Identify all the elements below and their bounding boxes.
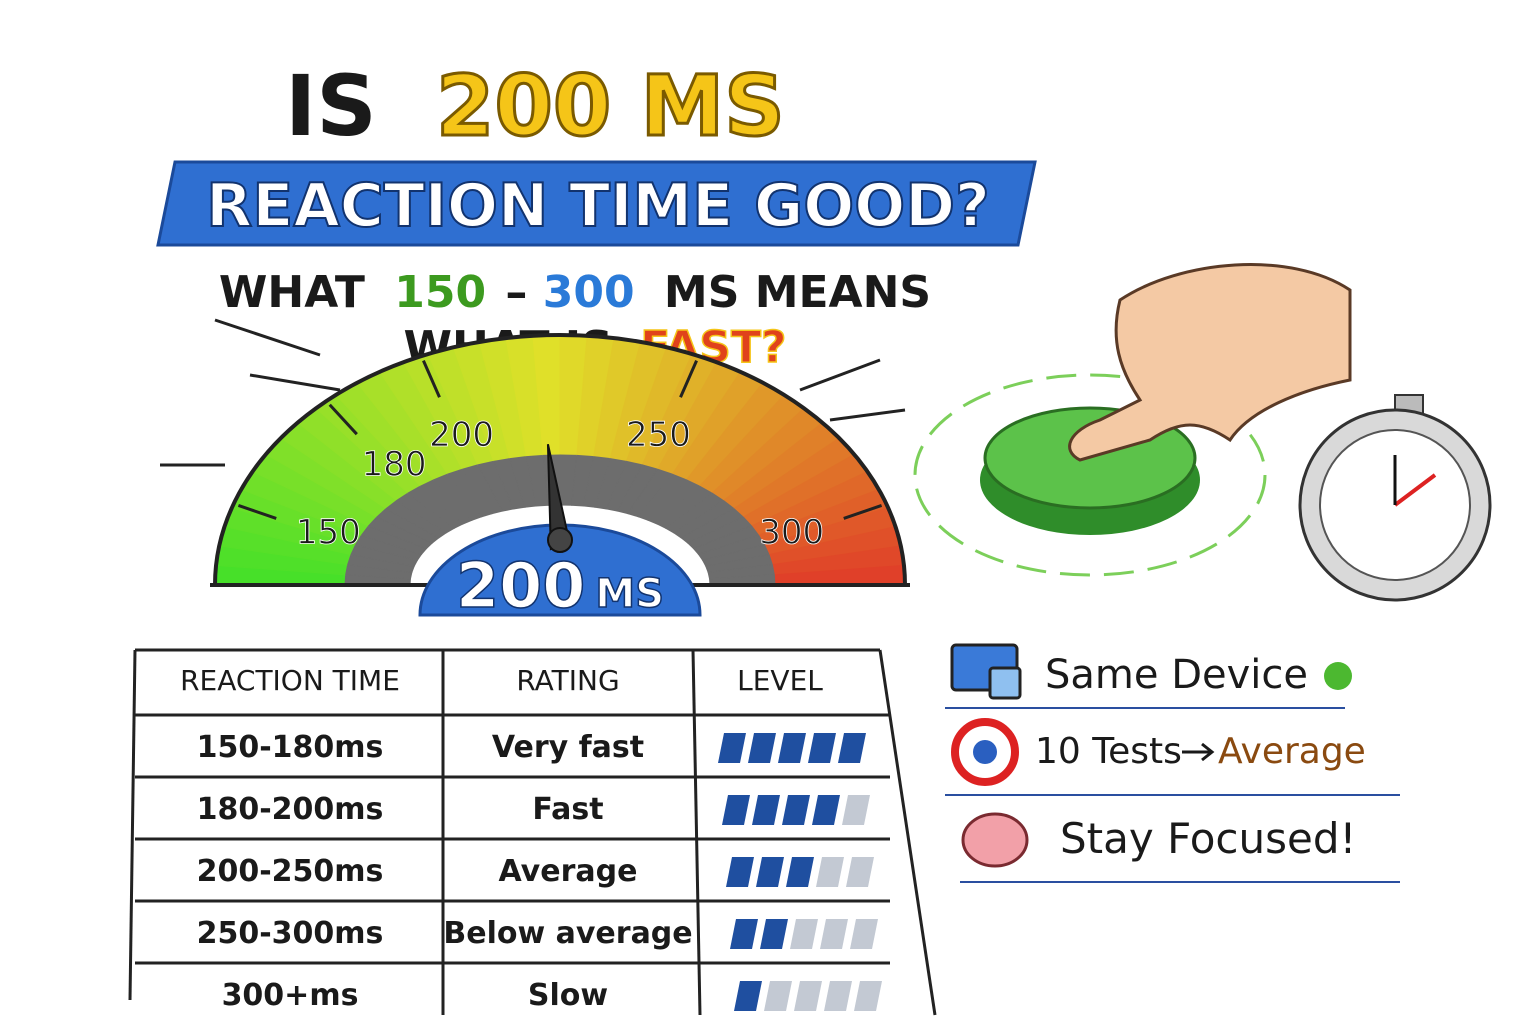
level-segment xyxy=(854,981,882,1011)
speed-line xyxy=(214,318,321,357)
range-cell: 180-200ms xyxy=(197,792,384,827)
speed-lines xyxy=(160,318,906,467)
tip-result: Average xyxy=(1218,731,1366,772)
level-segment xyxy=(752,795,780,825)
level-segment xyxy=(756,857,784,887)
range-cell: 200-250ms xyxy=(197,854,384,889)
level-bar xyxy=(730,919,878,949)
subtitle-dash: – xyxy=(505,267,527,318)
tip-text: Stay Focused! xyxy=(1060,814,1356,863)
title-value: 200 MS xyxy=(436,57,785,155)
gauge-tick xyxy=(422,360,441,398)
level-segment xyxy=(778,733,806,763)
level-segment xyxy=(838,733,866,763)
gauge-tick xyxy=(237,504,277,520)
tip-text: Same Device xyxy=(1045,652,1308,698)
stopwatch xyxy=(1298,394,1492,602)
level-segment xyxy=(794,981,822,1011)
speed-line xyxy=(829,408,906,422)
column-header: LEVEL xyxy=(737,664,823,697)
level-segment xyxy=(846,857,874,887)
level-segment xyxy=(734,981,762,1011)
level-segment xyxy=(764,981,792,1011)
check-icon xyxy=(1324,662,1352,690)
level-segment xyxy=(850,919,878,949)
gauge-tick xyxy=(679,360,698,398)
readout: 200 MS xyxy=(456,549,664,622)
range-cell: 300+ms xyxy=(222,978,359,1013)
subtitle-low: 150 xyxy=(394,267,486,318)
column-header: RATING xyxy=(516,664,619,697)
level-segment xyxy=(730,919,758,949)
gauge-tick-label: 250 xyxy=(626,415,691,455)
tips: Same Device 10 Tests Average Stay Focuse… xyxy=(945,643,1400,883)
readout-value: 200 xyxy=(456,549,585,622)
level-segment xyxy=(808,733,836,763)
level-bar xyxy=(718,733,866,763)
subtitle-word: WHAT xyxy=(219,267,365,318)
range-cell: 150-180ms xyxy=(197,730,384,765)
table-border xyxy=(691,649,702,1016)
button-illustration xyxy=(913,263,1352,577)
needle-hub xyxy=(547,527,573,553)
table: REACTION TIME RATING LEVEL 150-180ms Very fa… xyxy=(128,648,937,1016)
banner-text: REACTION TIME GOOD? xyxy=(206,171,990,241)
table-border xyxy=(878,649,937,1016)
speed-line xyxy=(799,358,881,392)
subtitle-1: WHAT 150 – 300 MS MEANS xyxy=(219,267,931,318)
level-segment xyxy=(790,919,818,949)
title-banner xyxy=(156,160,1037,247)
gauge-tick xyxy=(843,504,883,520)
level-bar xyxy=(734,981,882,1011)
level-bar xyxy=(726,857,874,887)
gauge-tick-label: 180 xyxy=(362,445,427,485)
title-is: IS xyxy=(285,57,377,155)
subtitle-high: 300 xyxy=(543,267,635,318)
gauge-tick-label: 150 xyxy=(296,512,361,552)
table-border xyxy=(128,649,137,1001)
level-segment xyxy=(786,857,814,887)
level-segment xyxy=(812,795,840,825)
target-center xyxy=(973,740,997,764)
level-segment xyxy=(816,857,844,887)
stopwatch-hand xyxy=(1393,473,1437,507)
tablet-icon xyxy=(988,666,1022,700)
level-segment xyxy=(722,795,750,825)
arrow-icon xyxy=(1182,742,1215,762)
gauge-tick-label: 300 xyxy=(759,512,824,552)
tip-text: 10 Tests xyxy=(1035,731,1182,772)
level-segment xyxy=(718,733,746,763)
range-cell: 250-300ms xyxy=(197,916,384,951)
level-segment xyxy=(760,919,788,949)
level-segment xyxy=(824,981,852,1011)
readout-unit: MS xyxy=(595,571,664,617)
brain-icon xyxy=(961,812,1029,868)
gauge-outline xyxy=(213,333,907,586)
rating-cell: Very fast xyxy=(492,730,644,765)
column-header: REACTION TIME xyxy=(180,664,400,697)
level-segment xyxy=(820,919,848,949)
ripple xyxy=(913,373,1267,577)
gauge-tick xyxy=(328,403,358,436)
level-segment xyxy=(782,795,810,825)
level-bar xyxy=(722,795,870,825)
speed-line xyxy=(249,373,341,392)
hand xyxy=(1068,263,1352,462)
title-line: IS 200 MS xyxy=(285,57,785,155)
rating-cell: Fast xyxy=(532,792,603,827)
rating-cell: Below average xyxy=(443,916,692,951)
rating-cell: Slow xyxy=(528,978,608,1013)
rating-cell: Average xyxy=(499,854,638,889)
subtitle-word: MS MEANS xyxy=(664,267,931,318)
level-segment xyxy=(726,857,754,887)
gauge-tick-label: 200 xyxy=(429,415,494,455)
level-segment xyxy=(842,795,870,825)
level-segment xyxy=(748,733,776,763)
